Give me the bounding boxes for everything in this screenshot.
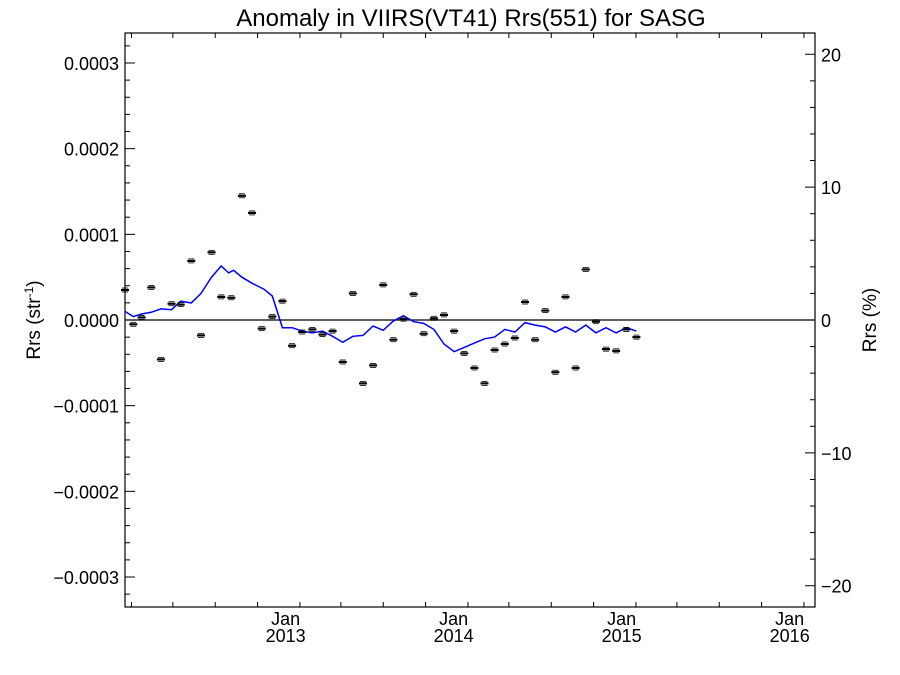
left-tick-label: −0.0002 — [53, 482, 119, 502]
data-point — [490, 347, 499, 353]
x-tick-month: Jan — [439, 609, 468, 629]
data-point — [369, 363, 378, 368]
data-point — [531, 337, 540, 343]
data-point — [500, 341, 509, 347]
data-point — [409, 291, 418, 297]
data-point — [318, 332, 327, 337]
data-point — [622, 327, 631, 332]
data-point — [187, 258, 196, 264]
data-point — [470, 365, 479, 371]
left-tick-label: 0.0002 — [64, 140, 119, 160]
data-point — [551, 369, 560, 375]
x-tick-month: Jan — [775, 609, 804, 629]
data-point — [348, 291, 357, 296]
x-tick-year: 2013 — [266, 626, 306, 646]
data-point — [571, 365, 580, 371]
y-axis-label-right: Rrs (%) — [860, 288, 881, 352]
data-point — [257, 326, 266, 331]
right-tick-label: 0 — [821, 311, 831, 331]
data-point — [591, 319, 600, 325]
data-point — [196, 333, 205, 338]
x-tick-year: 2015 — [602, 626, 642, 646]
data-point — [439, 312, 448, 318]
data-point — [167, 301, 176, 307]
data-point — [156, 357, 165, 362]
data-point — [521, 299, 530, 305]
data-point — [581, 267, 590, 272]
data-point — [137, 315, 146, 320]
data-point — [147, 285, 156, 290]
left-tick-label: −0.0003 — [53, 568, 119, 588]
data-point — [227, 295, 236, 301]
data-point — [450, 328, 459, 334]
data-point — [129, 321, 138, 327]
data-point — [308, 327, 317, 332]
left-tick-label: −0.0001 — [53, 397, 119, 417]
left-tick-label: 0.0003 — [64, 54, 119, 74]
data-point — [358, 380, 367, 386]
data-point — [298, 329, 307, 335]
data-point — [328, 328, 337, 334]
data-point — [268, 314, 277, 319]
data-point — [510, 335, 519, 341]
right-tick-label: −10 — [821, 444, 852, 464]
data-point — [460, 351, 469, 356]
data-point — [399, 316, 408, 322]
data-point — [389, 337, 398, 343]
y-axis-label-left: Rrs (str-1) — [22, 280, 45, 359]
left-tick-label: 0.0001 — [64, 225, 119, 245]
right-tick-label: 20 — [821, 45, 841, 65]
data-point — [632, 334, 641, 340]
left-tick-label: 0.0000 — [64, 311, 119, 331]
y-axis-label-left-base: Rrs (str — [24, 297, 45, 360]
data-point — [602, 346, 611, 352]
data-point — [207, 249, 216, 255]
data-point — [176, 302, 185, 307]
anomaly-points-series — [121, 193, 641, 386]
data-point — [429, 315, 438, 321]
anomaly-line-series — [124, 264, 637, 353]
right-y-axis: 20 10 0 −10 −20 — [805, 45, 852, 597]
y-axis-label-left-close: ) — [24, 280, 45, 286]
data-point — [278, 298, 287, 304]
data-point — [541, 308, 550, 313]
x-tick-year: 2016 — [770, 626, 810, 646]
x-tick-year: 2014 — [434, 626, 474, 646]
data-point — [237, 193, 246, 199]
data-point — [338, 359, 347, 365]
data-point — [288, 343, 297, 349]
data-point — [419, 331, 428, 337]
x-tick-month: Jan — [271, 609, 300, 629]
x-tick-month: Jan — [607, 609, 636, 629]
left-y-axis: 0.0003 0.0002 0.0001 0.0000 −0.0001 −0.0002 −0… — [53, 45, 135, 595]
data-point — [217, 294, 226, 300]
right-tick-label: 10 — [821, 178, 841, 198]
data-point — [379, 282, 388, 288]
data-point — [480, 380, 489, 386]
data-point — [561, 294, 570, 300]
data-point — [248, 210, 257, 216]
data-point — [612, 348, 621, 354]
data-point — [121, 287, 129, 293]
right-tick-label: −20 — [821, 577, 852, 597]
y-axis-label-left-sup: -1 — [22, 286, 36, 297]
chart-title: Anomaly in VIIRS(VT41) Rrs(551) for SASG — [236, 5, 705, 32]
